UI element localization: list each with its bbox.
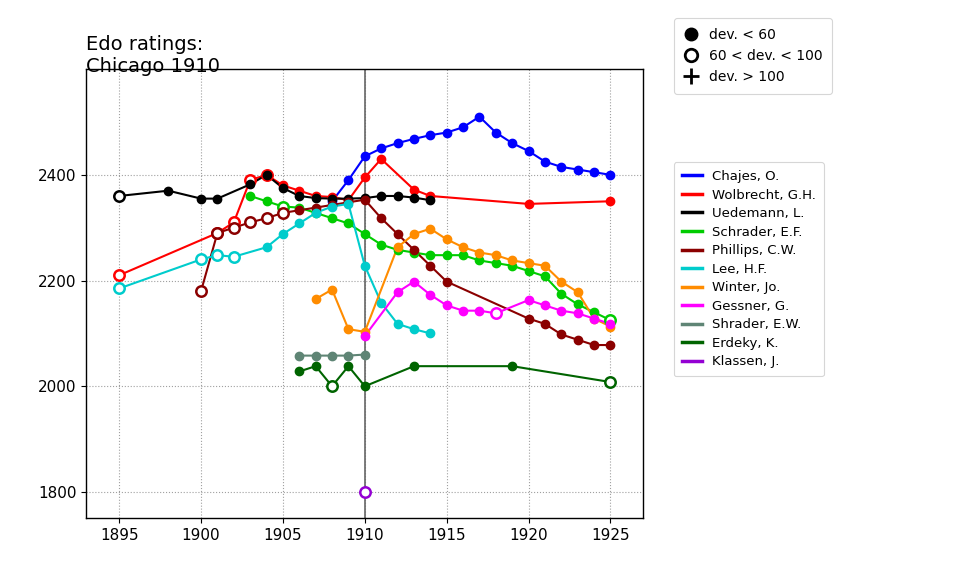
Legend: dev. < 60, 60 < dev. < 100, dev. > 100: dev. < 60, 60 < dev. < 100, dev. > 100 xyxy=(674,18,832,94)
Text: Edo ratings:
Chicago 1910: Edo ratings: Chicago 1910 xyxy=(86,35,221,75)
Legend: Chajes, O., Wolbrecht, G.H., Uedemann, L., Schrader, E.F., Phillips, C.W., Lee, : Chajes, O., Wolbrecht, G.H., Uedemann, L… xyxy=(674,162,824,376)
